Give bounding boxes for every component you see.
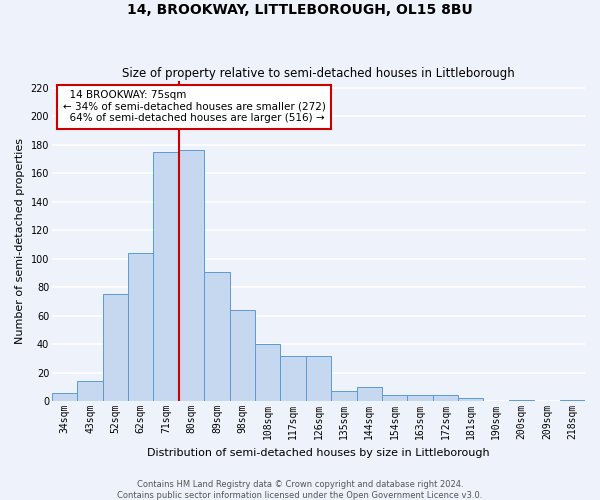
Bar	[407, 396, 433, 401]
Bar	[154, 152, 179, 401]
Bar	[280, 356, 306, 401]
Y-axis label: Number of semi-detached properties: Number of semi-detached properties	[15, 138, 25, 344]
Text: 14 BROOKWAY: 75sqm
← 34% of semi-detached houses are smaller (272)
  64% of semi: 14 BROOKWAY: 75sqm ← 34% of semi-detache…	[62, 90, 325, 124]
Bar	[331, 391, 356, 401]
Text: Contains HM Land Registry data © Crown copyright and database right 2024.
Contai: Contains HM Land Registry data © Crown c…	[118, 480, 482, 500]
Bar	[255, 344, 280, 401]
Bar	[382, 396, 407, 401]
Bar	[356, 387, 382, 401]
Bar	[458, 398, 484, 401]
Bar	[128, 253, 154, 401]
Bar	[77, 381, 103, 401]
Bar	[204, 272, 230, 401]
Bar	[509, 400, 534, 401]
Bar	[52, 392, 77, 401]
Bar	[230, 310, 255, 401]
Bar	[179, 150, 204, 401]
Bar	[306, 356, 331, 401]
Bar	[560, 400, 585, 401]
Bar	[103, 294, 128, 401]
Bar	[433, 396, 458, 401]
Text: 14, BROOKWAY, LITTLEBOROUGH, OL15 8BU: 14, BROOKWAY, LITTLEBOROUGH, OL15 8BU	[127, 2, 473, 16]
Title: Size of property relative to semi-detached houses in Littleborough: Size of property relative to semi-detach…	[122, 66, 515, 80]
X-axis label: Distribution of semi-detached houses by size in Littleborough: Distribution of semi-detached houses by …	[147, 448, 490, 458]
